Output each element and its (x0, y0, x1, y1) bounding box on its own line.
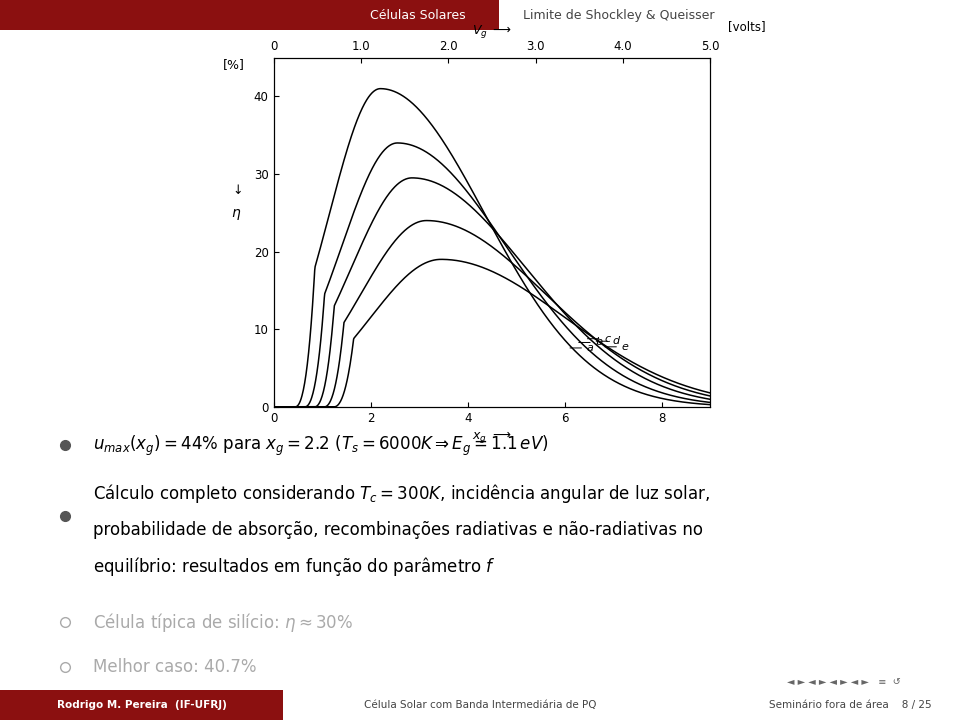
Text: ◄ ► ◄ ► ◄ ► ◄ ►   ≡  ↺: ◄ ► ◄ ► ◄ ► ◄ ► ≡ ↺ (787, 677, 901, 687)
Text: $\eta$: $\eta$ (231, 207, 242, 222)
Text: Célula Solar com Banda Intermediária de PQ: Célula Solar com Banda Intermediária de … (364, 700, 596, 710)
Text: $\downarrow$: $\downarrow$ (230, 184, 243, 197)
Bar (0, 690, 283, 720)
Text: Seminário fora de área    8 / 25: Seminário fora de área 8 / 25 (769, 700, 931, 710)
Bar (0, 0, 499, 30)
Text: equilíbrio: resultados em função do parâmetro $f$: equilíbrio: resultados em função do parâ… (92, 554, 495, 577)
Text: b: b (595, 338, 603, 348)
Text: $u_{max}(x_g) = 44\%$ para $x_g = 2.2$ $(T_s = 6000K \Rightarrow E_g = 1.1\,eV)$: $u_{max}(x_g) = 44\%$ para $x_g = 2.2$ $… (92, 433, 548, 458)
Text: Rodrigo M. Pereira  (IF-UFRJ): Rodrigo M. Pereira (IF-UFRJ) (58, 700, 227, 710)
Text: [volts]: [volts] (728, 19, 765, 32)
Text: c: c (604, 334, 611, 343)
Text: [%]: [%] (224, 58, 245, 71)
Text: a: a (587, 343, 593, 353)
Text: probabilidade de absorção, recombinações radiativas e não-radiativas no: probabilidade de absorção, recombinações… (92, 521, 703, 539)
X-axis label: $V_g$ $\longrightarrow$: $V_g$ $\longrightarrow$ (472, 23, 512, 40)
Text: Limite de Shockley & Queisser: Limite de Shockley & Queisser (523, 9, 714, 22)
Text: Melhor caso: 40.7%: Melhor caso: 40.7% (92, 658, 256, 676)
Text: Cálculo completo considerando $T_c = 300K$, incidência angular de luz solar,: Cálculo completo considerando $T_c = 300… (92, 482, 709, 505)
X-axis label: $x_g$ $\longrightarrow$: $x_g$ $\longrightarrow$ (472, 429, 512, 445)
Text: e: e (621, 342, 629, 352)
Text: Células Solares: Células Solares (370, 9, 466, 22)
Text: Célula típica de silício: $\eta \approx 30\%$: Célula típica de silício: $\eta \approx … (92, 611, 352, 634)
Text: d: d (612, 336, 620, 346)
